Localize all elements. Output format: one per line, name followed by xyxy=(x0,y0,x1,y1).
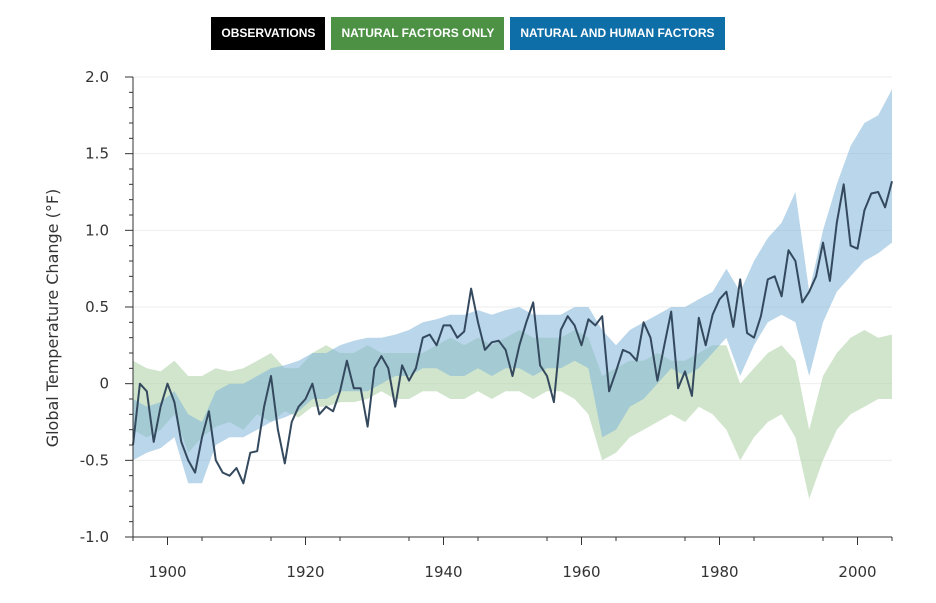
y-tick-label: -0.5 xyxy=(80,451,109,469)
legend-button-observations[interactable]: OBSERVATIONS xyxy=(211,17,326,50)
lines xyxy=(132,181,893,485)
bands xyxy=(133,89,892,499)
x-tick-label: 1900 xyxy=(148,563,186,581)
x-tick-label: 1940 xyxy=(424,563,462,581)
x-tick-label: 1980 xyxy=(700,563,738,581)
legend-button-natural-factors[interactable]: NATURAL FACTORS ONLY xyxy=(331,17,505,50)
y-tick-label: 0 xyxy=(99,375,109,393)
legend: OBSERVATIONS NATURAL FACTORS ONLY NATURA… xyxy=(0,17,936,50)
y-tick-label: 1.5 xyxy=(85,145,109,163)
y-tick-label: -1.0 xyxy=(80,528,109,546)
y-tick-label: 1.0 xyxy=(85,221,109,239)
natural-human-factors-band xyxy=(133,89,892,484)
y-tick-label: 2.0 xyxy=(85,68,109,86)
x-tick-label: 1960 xyxy=(562,563,600,581)
y-tick-label: 0.5 xyxy=(85,298,109,316)
x-tick-label: 1920 xyxy=(286,563,324,581)
y-axis-title: Global Temperature Change (°F) xyxy=(43,189,62,448)
legend-button-natural-human-factors[interactable]: NATURAL AND HUMAN FACTORS xyxy=(510,17,725,50)
axes: 2.0 1.5 1.0 0.5 0 -0.5 -1.0 1900 1920 1940 1960 198… xyxy=(80,68,893,581)
x-tick-label: 2000 xyxy=(838,563,876,581)
observations-line xyxy=(132,181,893,485)
